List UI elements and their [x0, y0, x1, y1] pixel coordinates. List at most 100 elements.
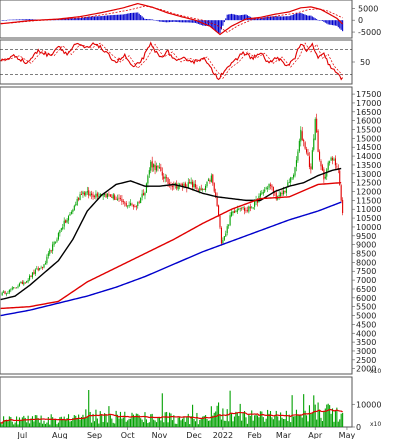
volume-bar — [118, 418, 120, 427]
macd-histogram-bar — [106, 15, 109, 21]
candle-body — [62, 226, 64, 230]
candle-body — [60, 228, 62, 230]
candle-body — [50, 250, 52, 252]
x-tick-label: 2022 — [213, 431, 233, 439]
macd-histogram-bar — [215, 20, 217, 32]
macd-histogram-bar — [86, 16, 88, 21]
volume-bar — [258, 417, 260, 427]
volume-bar — [170, 413, 172, 427]
macd-histogram-bar — [337, 20, 339, 28]
volume-bar — [313, 395, 315, 427]
candle-body — [297, 151, 299, 161]
macd-histogram-bar — [274, 16, 276, 21]
volume-bar — [31, 416, 34, 427]
macd-histogram-bar — [222, 20, 224, 26]
macd-histogram-bar — [131, 12, 133, 21]
volume-bar — [112, 422, 114, 427]
macd-histogram-bar — [223, 20, 225, 23]
volume-bar — [79, 419, 81, 427]
volume-bar — [307, 421, 309, 427]
volume-bar — [230, 413, 233, 427]
candle-body — [176, 183, 178, 189]
volume-bar — [66, 418, 68, 427]
volume-bar — [95, 409, 97, 427]
candle-body — [274, 192, 276, 193]
volume-bar — [150, 414, 152, 427]
candle-body — [271, 185, 273, 188]
x-tick-label: Mar — [276, 431, 292, 439]
macd-histogram-bar — [210, 20, 212, 28]
macd-histogram-bar — [293, 14, 295, 21]
volume-bar — [157, 417, 159, 427]
x-tick-label: Jul — [17, 431, 28, 439]
candle-body — [153, 164, 155, 168]
volume-bar — [96, 418, 98, 427]
candle-body — [16, 287, 18, 289]
volume-bar — [249, 415, 251, 427]
macd-histogram-bar — [167, 20, 169, 23]
volume-bar — [285, 410, 287, 427]
x-tick-label: Sep — [87, 431, 102, 439]
volume-bar — [130, 418, 132, 427]
volume-bar — [310, 413, 312, 427]
price-y-tick-label: 5500 — [356, 303, 376, 312]
volume-bar — [179, 416, 181, 427]
price-y-tick-label: 4500 — [356, 320, 376, 329]
candle-body — [187, 182, 189, 189]
candle-body — [105, 194, 107, 198]
volume-bar — [324, 408, 326, 427]
volume-bar — [36, 415, 38, 427]
candle-body — [154, 164, 156, 170]
volume-bar — [245, 417, 247, 427]
candle-body — [132, 205, 134, 207]
macd-histogram-bar — [294, 13, 296, 21]
volume-bar — [209, 420, 211, 427]
x-tick-label: Nov — [152, 431, 168, 439]
volume-bar — [155, 422, 158, 427]
candle-body — [321, 165, 323, 171]
volume-bar — [166, 411, 168, 427]
volume-bar — [98, 423, 100, 427]
volume-bar — [42, 423, 44, 427]
volume-bar — [308, 405, 310, 427]
macd-histogram-bar — [205, 20, 207, 26]
volume-bar — [85, 409, 87, 427]
macd-histogram-bar — [78, 18, 80, 21]
volume-bar — [10, 417, 12, 427]
macd-histogram-bar — [72, 18, 74, 21]
macd-histogram-bar — [310, 15, 312, 21]
macd-histogram-bar — [69, 18, 71, 21]
candle-body — [265, 187, 267, 189]
volume-exponent-label: x10 — [370, 421, 381, 428]
volume-bar — [298, 414, 300, 427]
volume-bar — [331, 408, 334, 427]
candle-body — [295, 160, 298, 167]
macd-histogram-bar — [193, 20, 195, 23]
volume-bar — [265, 418, 267, 427]
x-tick-label: May — [339, 431, 356, 439]
volume-bar — [183, 416, 185, 427]
macd-histogram-bar — [1, 20, 3, 21]
volume-bar — [148, 422, 150, 427]
volume-bar — [54, 419, 57, 427]
volume-bar — [40, 415, 42, 427]
candle-body — [307, 152, 309, 156]
price-y-tick-label: 10000 — [356, 223, 381, 232]
candle-body — [310, 166, 312, 170]
volume-bar — [255, 414, 257, 427]
macd-histogram-bar — [281, 16, 283, 21]
candle-body — [268, 183, 270, 188]
candle-body — [210, 175, 212, 182]
candle-body — [144, 192, 146, 196]
macd-histogram-bar — [196, 20, 198, 24]
macd-histogram-bar — [307, 15, 309, 21]
macd-histogram-bar — [148, 19, 150, 21]
candle-body — [121, 199, 123, 203]
macd-histogram-bar — [14, 19, 16, 21]
macd-histogram-bar — [17, 19, 19, 21]
macd-histogram-bar — [282, 16, 285, 21]
price-y-tick-label: 11000 — [356, 205, 381, 214]
volume-bar — [134, 415, 136, 427]
macd-histogram-bar — [150, 19, 152, 21]
candle-body — [207, 179, 210, 181]
